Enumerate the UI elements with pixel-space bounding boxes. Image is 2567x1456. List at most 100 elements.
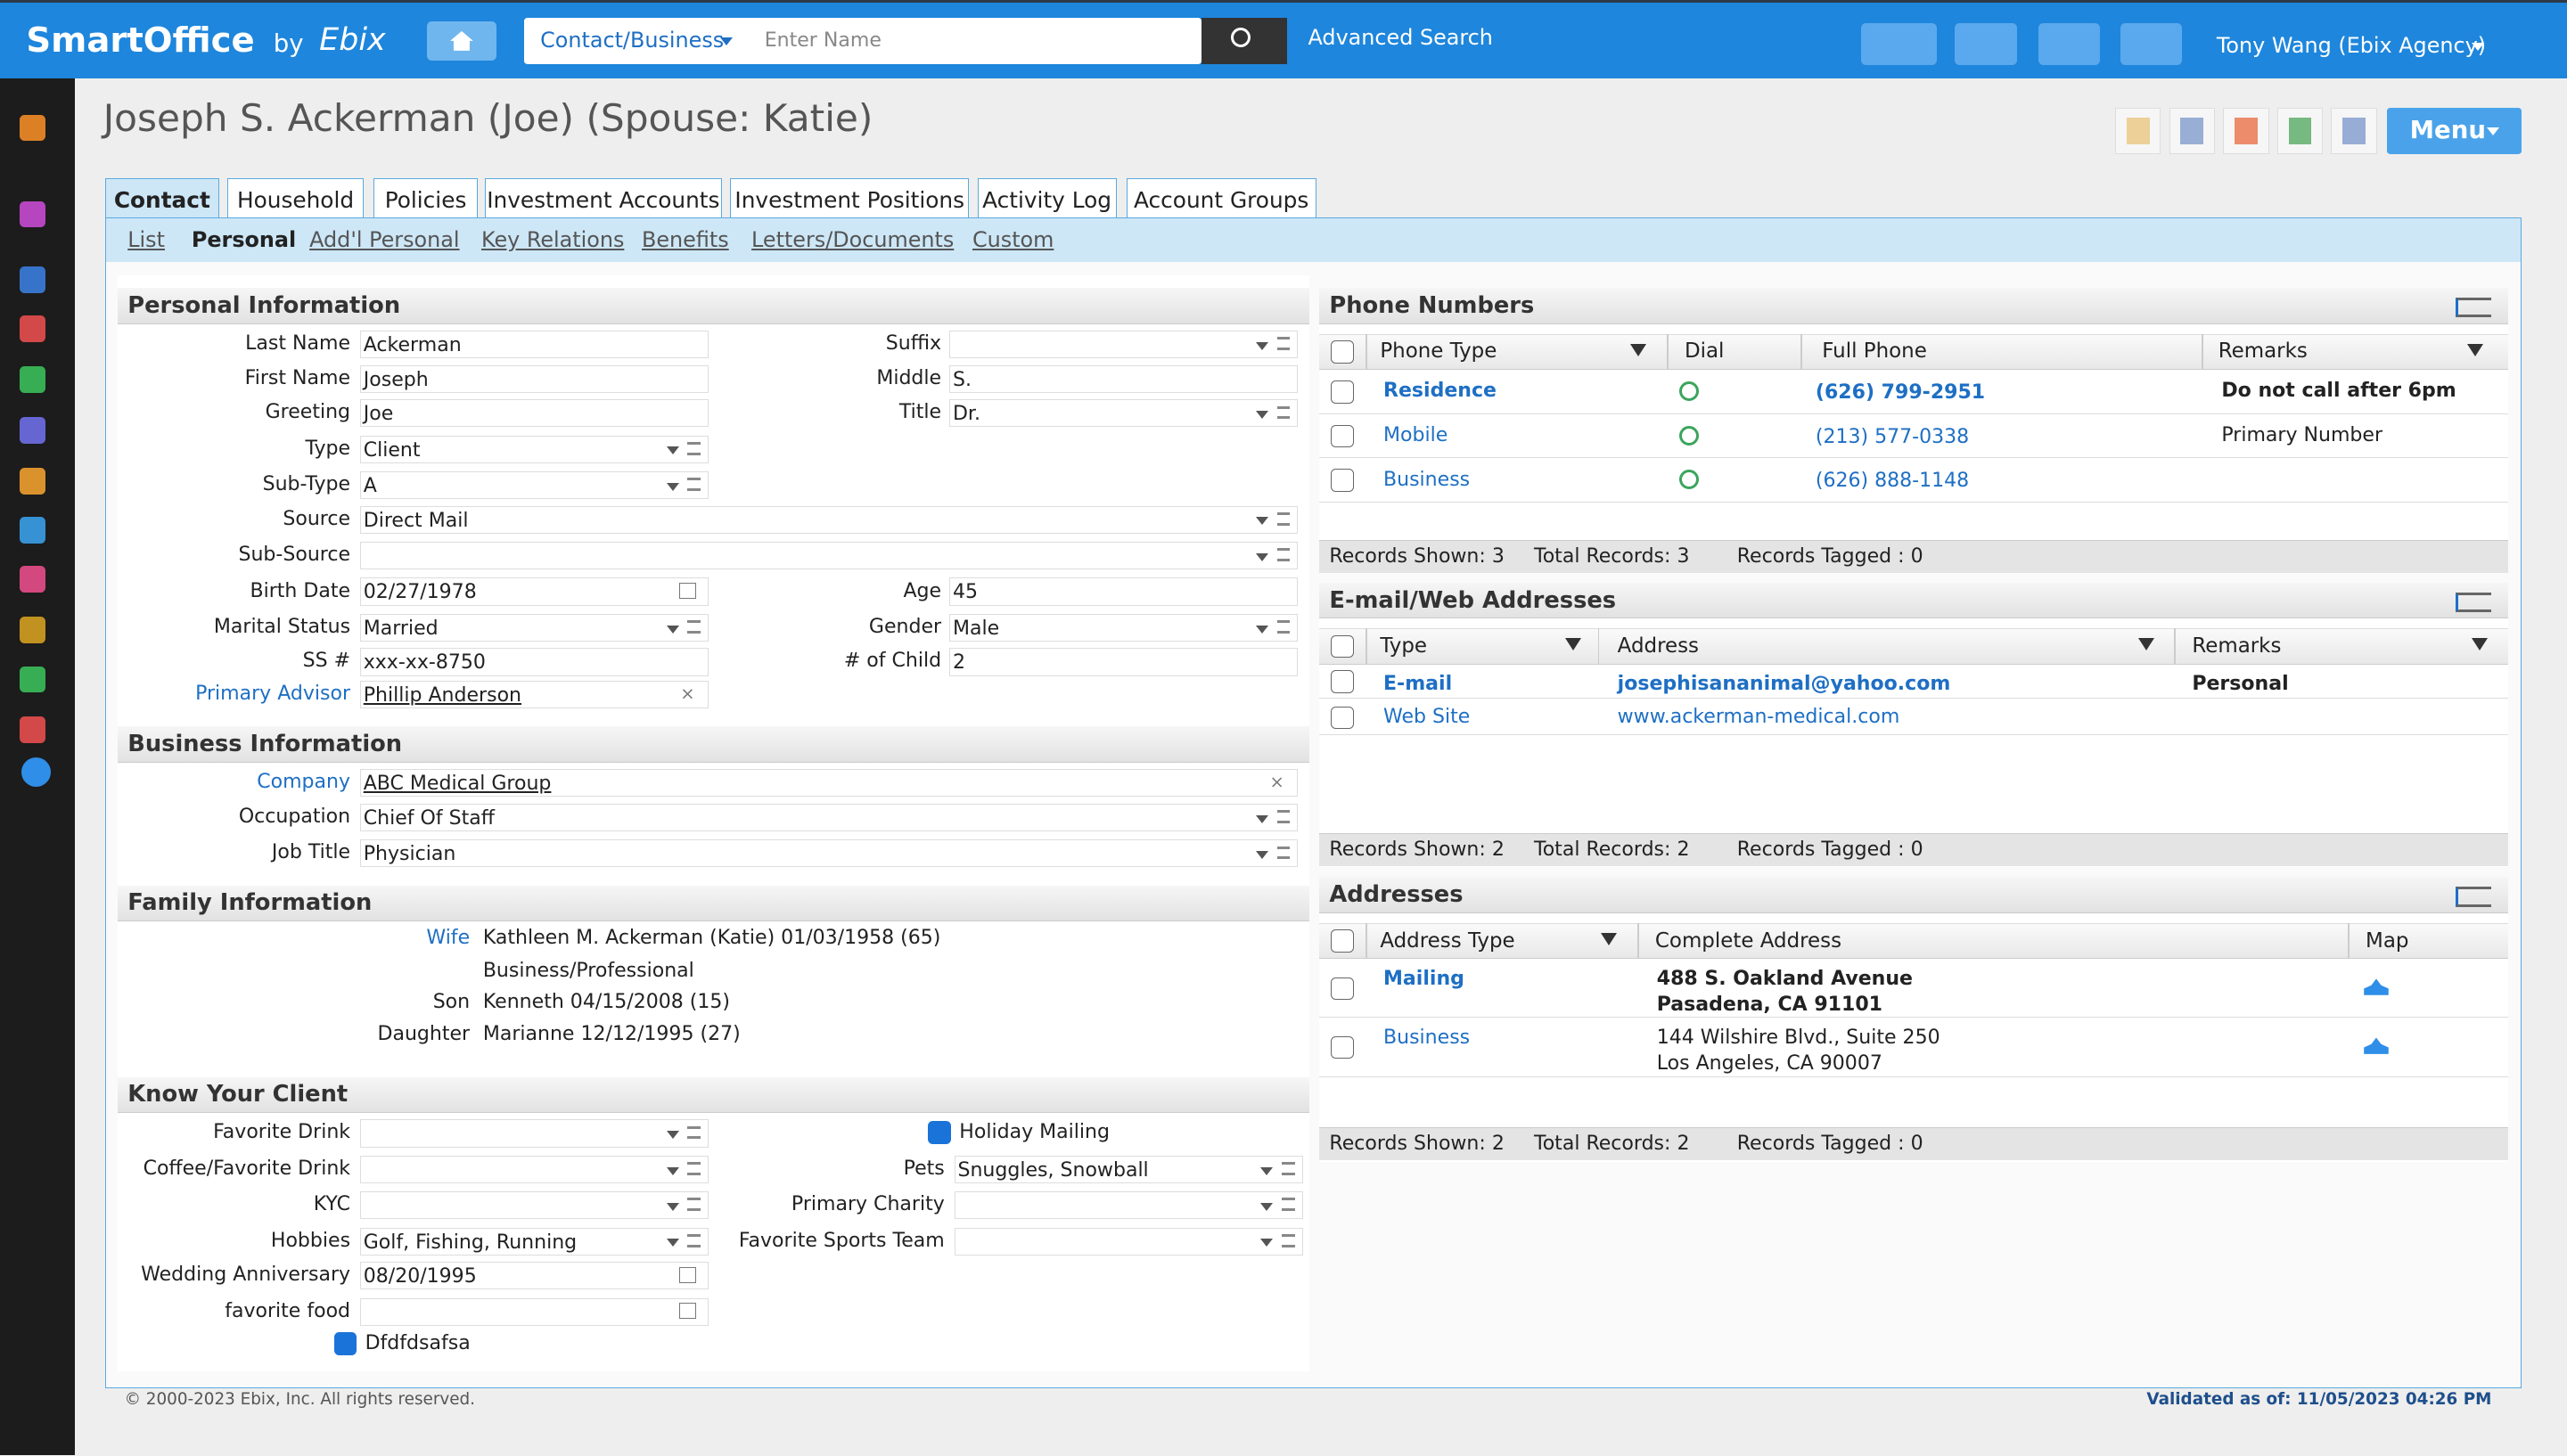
input-field[interactable] (949, 613, 1299, 642)
nav-expand[interactable] (21, 757, 51, 788)
field-value[interactable]: Married (363, 617, 439, 640)
input-field[interactable] (360, 1119, 709, 1148)
input-field[interactable] (360, 364, 709, 393)
input-field[interactable] (949, 577, 1299, 606)
checkbox[interactable] (1331, 977, 1354, 1001)
nav-icon[interactable] (20, 200, 46, 228)
field-label[interactable]: Primary Advisor (195, 683, 351, 706)
nav-icon[interactable] (20, 566, 46, 593)
input-field[interactable] (949, 331, 1299, 359)
input-field[interactable] (954, 1227, 1303, 1256)
address-type[interactable]: Business (1383, 1026, 1471, 1049)
phone-type[interactable]: Mobile (1383, 424, 1448, 447)
field-value[interactable]: S. (952, 368, 972, 391)
search-input[interactable]: Enter Name (764, 29, 882, 53)
nav-icon[interactable] (20, 666, 46, 692)
input-field[interactable] (954, 1191, 1303, 1220)
input-field[interactable] (360, 769, 1299, 798)
header-button[interactable] (2038, 22, 2101, 66)
dial-icon[interactable] (1679, 425, 1700, 446)
field-value[interactable]: Direct Mail (363, 509, 469, 532)
tab[interactable] (104, 178, 220, 220)
checkbox[interactable] (333, 1332, 357, 1355)
checkbox[interactable] (1331, 670, 1354, 693)
input-field[interactable] (360, 577, 709, 606)
column-header[interactable]: Map (2366, 928, 2409, 953)
tab-label[interactable]: Policies (384, 186, 467, 213)
nav-icon[interactable] (20, 315, 46, 342)
phone-number[interactable]: (626) 888-1148 (1815, 470, 1970, 493)
nav-icon[interactable] (20, 366, 46, 393)
filter-icon[interactable] (1564, 638, 1581, 650)
nav-icon[interactable] (20, 517, 46, 544)
field-value[interactable]: Ackerman (363, 334, 462, 356)
field-value[interactable]: Chief Of Staff (363, 806, 495, 830)
phone-type[interactable]: Residence (1383, 380, 1497, 403)
column-header[interactable]: Full Phone (1822, 339, 1927, 364)
email-type[interactable]: E-mail (1383, 673, 1453, 696)
checkbox[interactable] (1331, 380, 1354, 404)
filter-icon[interactable] (1601, 932, 1618, 945)
input-field[interactable] (360, 613, 709, 642)
input-field[interactable] (360, 1191, 709, 1220)
tab-label[interactable]: Activity Log (982, 186, 1111, 213)
phone-number[interactable]: (213) 577-0338 (1815, 425, 1970, 448)
input-field[interactable] (360, 1297, 709, 1326)
input-field[interactable] (949, 399, 1299, 428)
field-value[interactable]: 02/27/1978 (363, 581, 477, 604)
subtab[interactable]: Key Relations (480, 227, 625, 253)
column-header[interactable]: Dial (1684, 339, 1725, 364)
column-header[interactable]: Type (1380, 634, 1428, 658)
tab-label[interactable]: Investment Positions (734, 186, 965, 213)
search-box[interactable] (523, 18, 1202, 64)
input-field[interactable] (360, 1155, 709, 1183)
email-type[interactable]: Web Site (1383, 705, 1471, 728)
nav-icon[interactable] (20, 468, 46, 495)
column-header[interactable]: Phone Type (1380, 339, 1497, 364)
checkbox[interactable] (1331, 929, 1354, 953)
subtab[interactable]: Personal (191, 227, 297, 253)
nav-icon[interactable] (20, 114, 46, 141)
phone-number[interactable]: (626) 799-2951 (1815, 381, 1986, 405)
nav-icon[interactable] (20, 617, 46, 643)
grid-menu[interactable] (2456, 298, 2492, 318)
field-value[interactable]: Snuggles, Snowball (957, 1158, 1149, 1182)
input-field[interactable] (360, 470, 709, 500)
header-button[interactable] (1861, 22, 1937, 66)
input-field[interactable] (949, 364, 1299, 393)
advanced-search[interactable]: Advanced Search (1308, 24, 1493, 50)
subtab[interactable]: Custom (972, 227, 1054, 253)
column-header[interactable]: Complete Address (1654, 928, 1842, 953)
field-value[interactable]: 08/20/1995 (363, 1265, 477, 1288)
address-type[interactable]: Mailing (1383, 967, 1464, 990)
field-value[interactable]: Dr. (952, 403, 980, 426)
input-field[interactable] (954, 1155, 1303, 1183)
input-field[interactable] (360, 803, 1299, 832)
checkbox[interactable] (1331, 340, 1354, 364)
field-value[interactable]: Phillip Anderson (363, 684, 522, 708)
filter-icon[interactable] (2466, 343, 2483, 356)
search-type[interactable]: Contact/Business (540, 28, 725, 53)
column-header[interactable]: Address (1617, 634, 1700, 658)
menu-label[interactable]: Menu (2409, 116, 2486, 145)
field-value[interactable]: Joe (363, 403, 394, 426)
input-field[interactable] (360, 839, 1299, 868)
tab-label[interactable]: Investment Accounts (487, 186, 720, 213)
tab-label[interactable]: Household (236, 186, 355, 213)
nav-icon[interactable] (20, 266, 46, 293)
checkbox[interactable] (928, 1121, 952, 1144)
subtab[interactable]: Add'l Personal (309, 227, 460, 253)
checkbox[interactable] (1331, 469, 1354, 492)
field-value[interactable]: Client (363, 438, 421, 462)
field-value[interactable]: Male (952, 617, 1000, 640)
phone-type[interactable]: Business (1383, 468, 1471, 491)
tab[interactable] (484, 178, 722, 220)
checkbox[interactable] (1331, 1035, 1354, 1059)
nav-icon[interactable] (20, 716, 46, 743)
nav-icon[interactable] (20, 417, 46, 444)
input-field[interactable] (360, 331, 709, 359)
field-value[interactable]: ABC Medical Group (363, 773, 552, 796)
family-relation[interactable]: Wife (426, 926, 471, 949)
dial-icon[interactable] (1679, 470, 1700, 490)
field-value[interactable]: Golf, Fishing, Running (363, 1231, 578, 1254)
